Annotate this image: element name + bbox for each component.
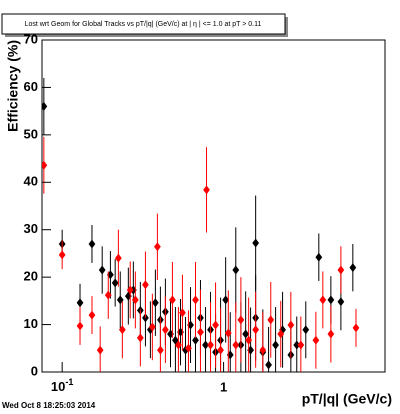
marker: [131, 295, 139, 305]
marker: [297, 340, 305, 350]
marker: [222, 295, 230, 305]
y-tick-label: 30: [24, 221, 38, 236]
marker: [327, 329, 335, 339]
marker: [232, 265, 240, 275]
marker: [142, 280, 149, 290]
marker: [88, 239, 96, 249]
y-tick-label: 40: [24, 174, 38, 189]
marker: [272, 340, 279, 350]
marker: [136, 333, 144, 343]
marker: [42, 160, 48, 170]
marker: [293, 340, 301, 350]
marker: [337, 265, 345, 275]
marker: [217, 345, 224, 355]
marker: [302, 325, 310, 335]
marker: [115, 253, 122, 263]
marker: [267, 315, 275, 325]
marker: [111, 278, 119, 288]
marker: [192, 335, 199, 345]
marker: [337, 297, 345, 307]
marker: [104, 290, 112, 300]
marker: [76, 321, 84, 331]
marker: [349, 263, 357, 273]
tick-base: 10: [51, 379, 65, 394]
footer: Wed Oct 8 18:25:03 2014: [2, 401, 96, 410]
y-tick-label: 20: [24, 269, 38, 284]
y-tick-label: 70: [24, 31, 38, 46]
y-tick-label: 10: [24, 316, 38, 331]
marker: [42, 101, 48, 111]
marker: [259, 345, 267, 355]
chart-title: Lost wrt Geom for Global Tracks vs pT/|q…: [25, 21, 262, 28]
marker: [88, 310, 96, 320]
y-tick-label: 50: [24, 126, 38, 141]
marker: [312, 335, 320, 345]
marker: [185, 343, 192, 353]
marker: [175, 340, 182, 350]
y-tick-label: 0: [31, 363, 38, 378]
marker: [152, 298, 159, 308]
frame: [41, 39, 386, 373]
marker: [319, 295, 327, 305]
marker: [265, 360, 272, 370]
marker: [327, 295, 335, 305]
plot-area: [42, 77, 360, 372]
marker: [126, 285, 134, 295]
marker: [277, 329, 285, 339]
marker: [148, 322, 156, 332]
marker: [162, 325, 169, 335]
marker: [118, 325, 126, 335]
marker: [169, 295, 176, 305]
tick-exponent: -1: [65, 377, 73, 387]
marker: [207, 340, 214, 350]
marker: [352, 323, 360, 333]
marker: [157, 345, 164, 355]
marker: [252, 238, 260, 248]
marker: [232, 340, 240, 350]
marker: [98, 265, 106, 275]
marker: [224, 328, 232, 338]
marker: [212, 320, 219, 330]
marker: [192, 295, 199, 305]
y-tick-label: 60: [24, 79, 38, 94]
title-box: [1, 13, 286, 35]
marker: [96, 345, 104, 355]
marker: [245, 335, 253, 345]
marker: [287, 320, 295, 330]
x-axis-label: pT/|q| (GeV/c): [302, 391, 392, 407]
x-tick-label: 10-1: [51, 377, 73, 394]
marker: [242, 329, 250, 339]
marker: [252, 325, 260, 335]
marker: [179, 308, 186, 318]
marker: [202, 340, 209, 350]
y-axis-label: Efficiency (%): [5, 40, 21, 132]
marker: [58, 250, 66, 260]
x-tick-label: 1: [220, 379, 227, 394]
marker: [315, 252, 323, 262]
marker: [203, 185, 210, 195]
marker: [197, 327, 204, 337]
marker: [237, 315, 245, 325]
marker: [154, 242, 161, 252]
marker: [76, 298, 84, 308]
